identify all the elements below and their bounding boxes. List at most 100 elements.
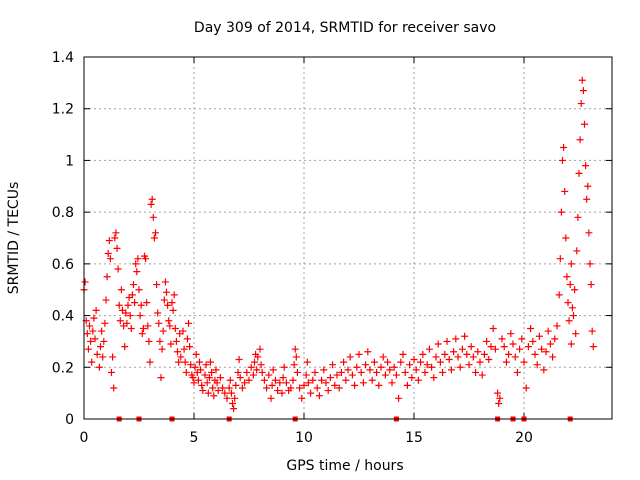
data-point	[87, 337, 95, 345]
data-point	[566, 281, 574, 289]
data-point	[243, 368, 251, 376]
data-point	[555, 291, 563, 299]
data-point	[226, 376, 234, 384]
data-point	[366, 366, 374, 374]
data-point	[373, 368, 381, 376]
data-point	[568, 304, 576, 312]
data-point	[187, 361, 195, 369]
data-point	[546, 340, 554, 348]
data-point	[197, 366, 205, 374]
data-point	[139, 325, 147, 332]
data-point	[102, 296, 110, 304]
data-point	[586, 260, 594, 268]
data-point	[247, 363, 255, 371]
data-point	[309, 376, 317, 384]
data-point	[322, 379, 330, 387]
data-point	[105, 237, 113, 245]
data-point	[268, 381, 276, 389]
data-point	[456, 363, 464, 371]
data-point	[186, 343, 194, 351]
data-point	[351, 381, 359, 389]
data-point	[500, 343, 508, 351]
data-point	[130, 281, 137, 289]
data-point	[121, 343, 129, 351]
data-point	[263, 384, 271, 392]
data-point	[579, 87, 587, 95]
data-point	[84, 345, 92, 353]
data-point	[116, 317, 124, 325]
data-point	[287, 384, 295, 392]
data-point	[582, 162, 590, 170]
data-point	[138, 330, 146, 338]
data-point	[124, 301, 132, 309]
data-point	[549, 353, 557, 361]
data-point	[379, 353, 387, 361]
data-point	[408, 374, 416, 382]
data-point	[392, 371, 400, 379]
data-point	[169, 306, 177, 314]
data-point	[516, 345, 524, 353]
data-point	[223, 394, 231, 402]
data-point	[567, 260, 575, 268]
data-point	[83, 330, 91, 338]
grid	[84, 57, 612, 419]
data-point	[302, 371, 310, 379]
data-point	[135, 286, 143, 294]
data-point	[109, 353, 117, 361]
data-point	[505, 350, 513, 358]
data-point	[542, 348, 550, 356]
data-point	[296, 384, 304, 392]
data-point	[280, 363, 288, 371]
data-point	[445, 356, 453, 364]
data-point	[494, 389, 502, 397]
data-point	[98, 327, 106, 335]
data-point	[487, 343, 495, 351]
data-point	[540, 366, 548, 374]
data-point	[454, 353, 462, 361]
data-point	[472, 368, 480, 376]
data-point	[410, 356, 418, 364]
data-point	[232, 381, 240, 389]
data-point	[201, 371, 209, 379]
data-point	[362, 361, 370, 369]
y-tick-label: 0	[65, 412, 74, 428]
data-point	[495, 399, 503, 407]
data-point	[145, 337, 153, 345]
data-point	[269, 366, 277, 374]
data-point	[234, 368, 242, 376]
data-point	[290, 361, 298, 369]
data-point	[583, 195, 591, 203]
data-point	[320, 366, 328, 374]
data-point	[160, 296, 168, 304]
x-tick-label: 20	[515, 430, 533, 446]
data-point	[441, 350, 449, 358]
data-point	[318, 376, 326, 384]
data-point	[335, 384, 343, 392]
data-point	[103, 273, 111, 281]
data-point	[241, 379, 249, 387]
data-point	[531, 350, 539, 358]
data-point	[324, 387, 332, 395]
data-point	[289, 376, 297, 384]
data-point	[88, 358, 96, 366]
data-point	[183, 335, 191, 343]
data-point	[136, 312, 144, 320]
data-point	[560, 144, 568, 151]
data-point	[430, 374, 438, 382]
data-point	[158, 345, 166, 353]
data-point	[421, 368, 429, 376]
data-point	[236, 374, 244, 382]
data-point	[340, 358, 348, 366]
data-point	[110, 384, 118, 392]
data-point	[381, 371, 389, 379]
data-point	[181, 358, 189, 366]
y-axis-label: SRMTID / TECUs	[6, 182, 22, 295]
data-point	[190, 379, 198, 387]
data-point	[483, 337, 491, 345]
data-point	[149, 213, 157, 221]
data-point	[561, 187, 569, 195]
data-point	[307, 389, 315, 397]
data-point	[179, 327, 187, 335]
data-point	[126, 312, 134, 320]
data-point	[198, 381, 206, 389]
